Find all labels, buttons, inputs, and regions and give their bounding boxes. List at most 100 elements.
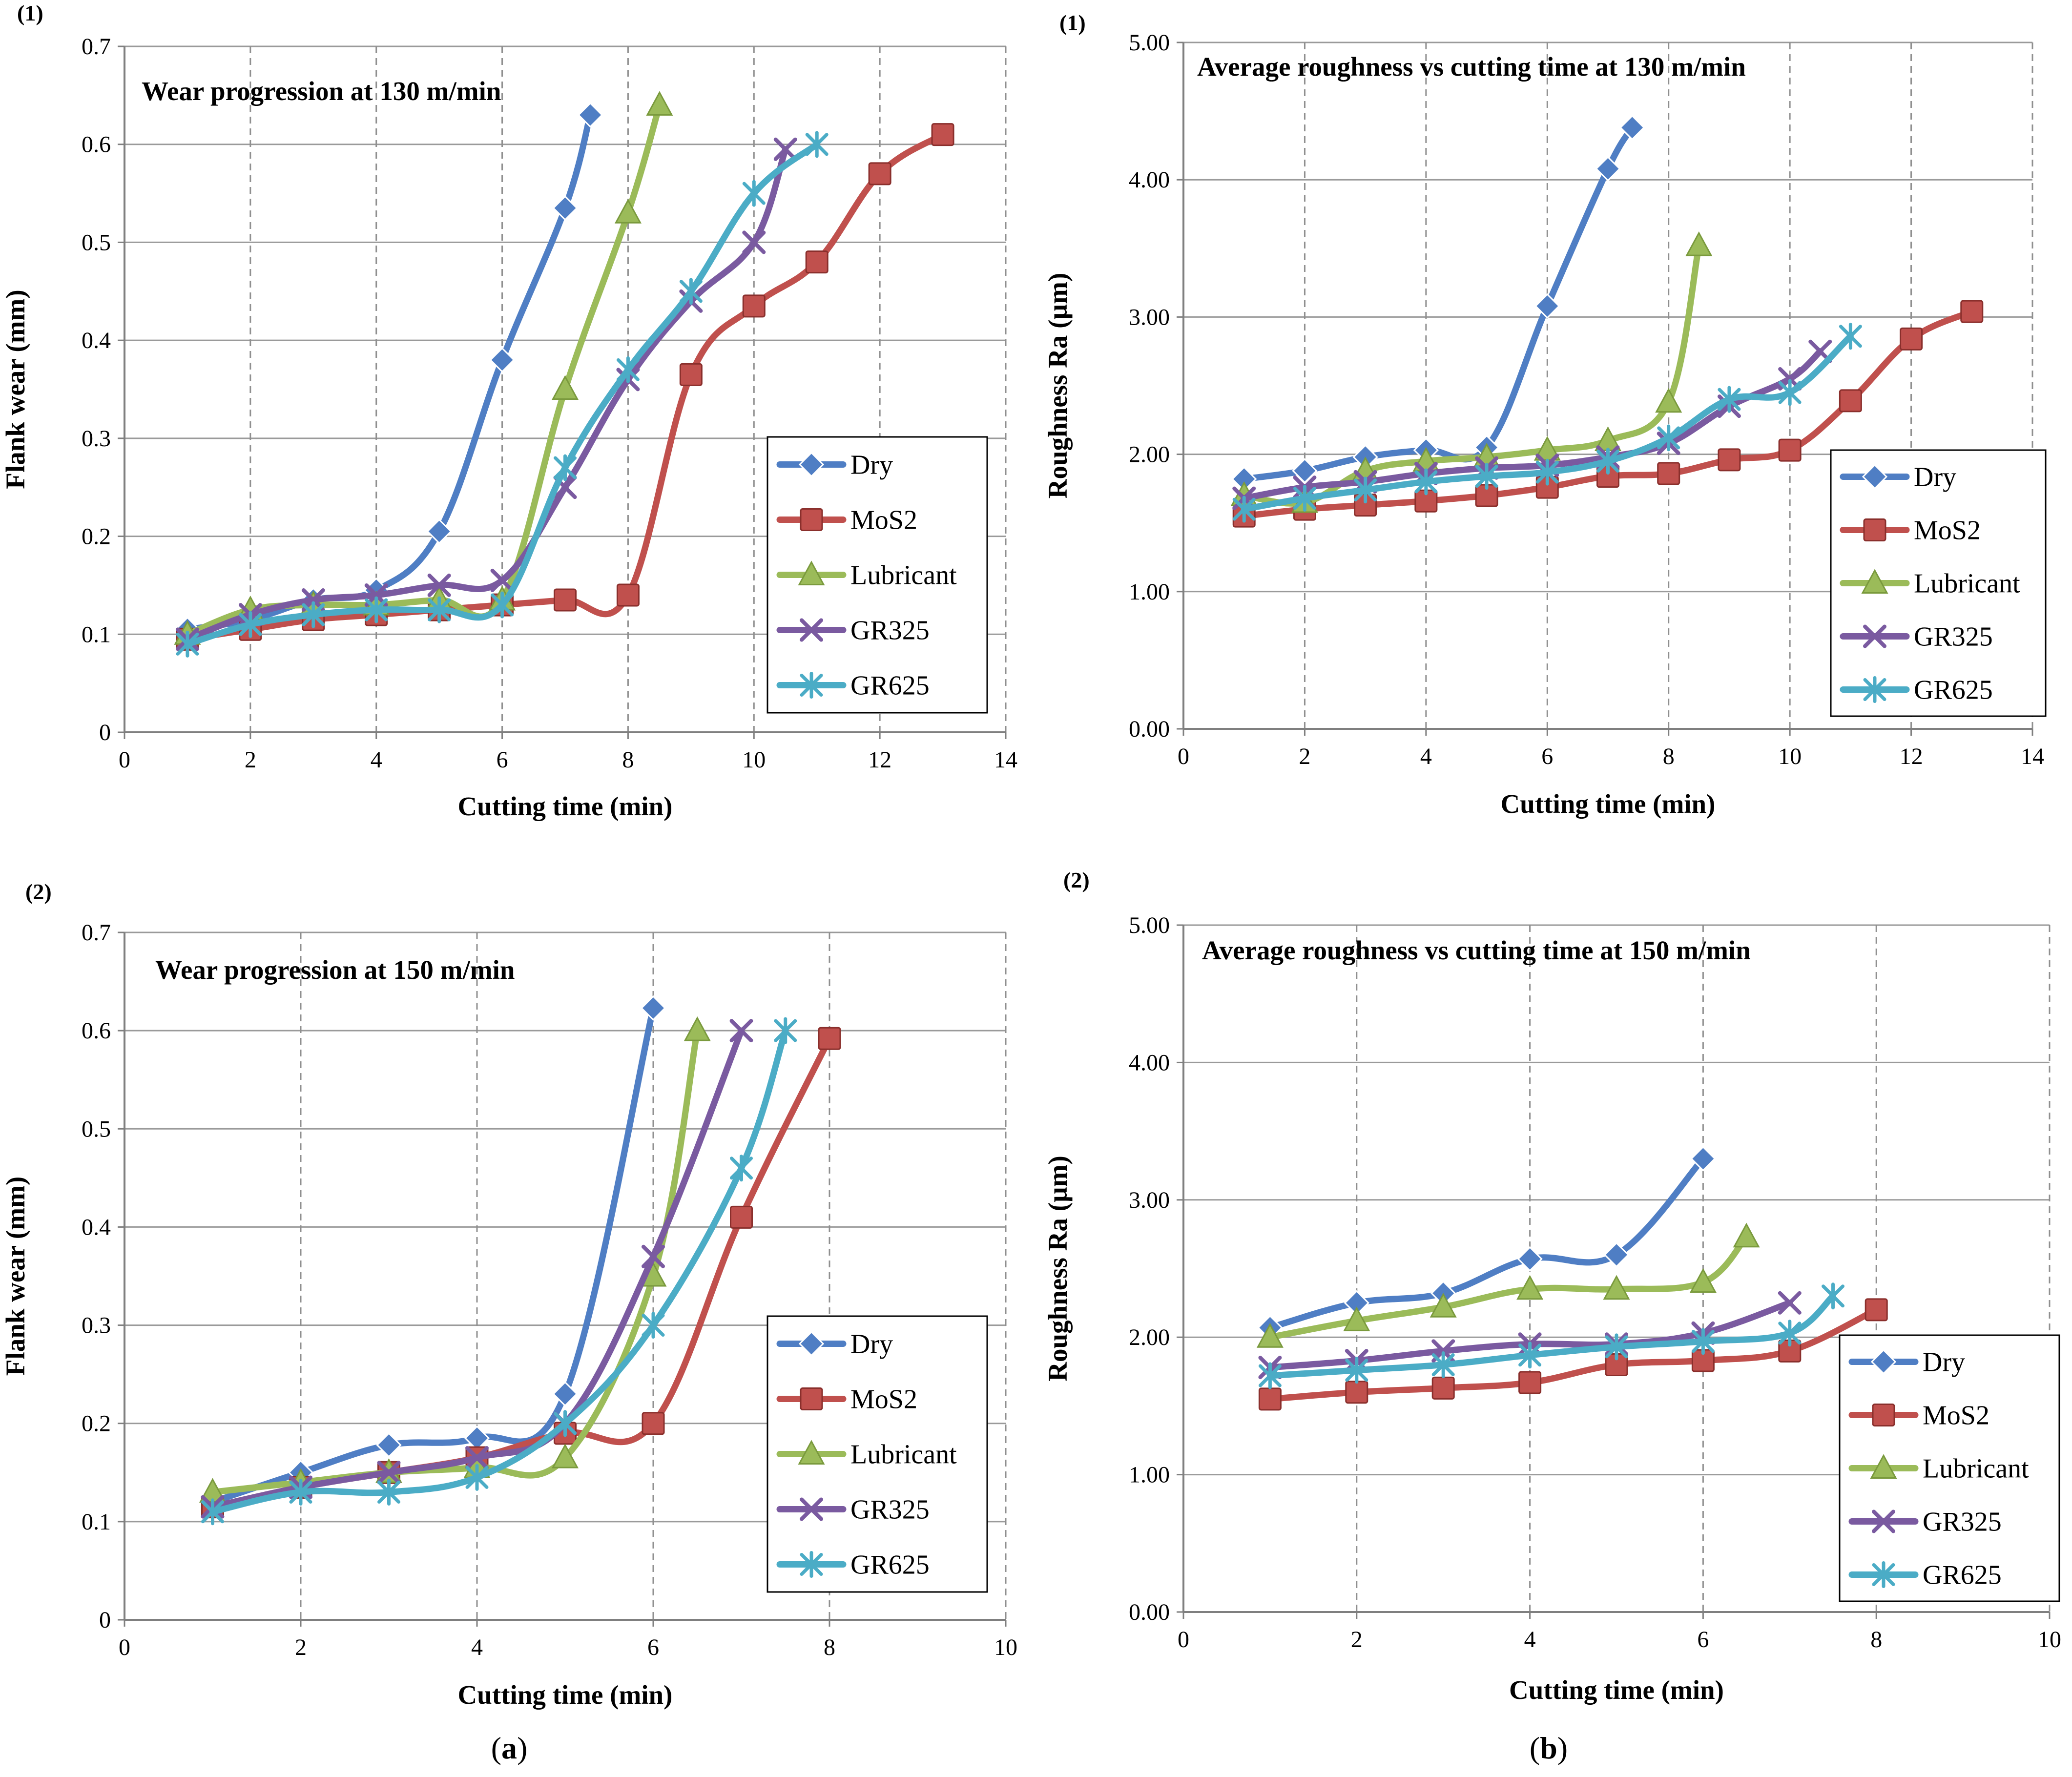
data-point-gr625 (554, 1410, 577, 1437)
data-point-lubricant (1516, 1275, 1544, 1300)
legend-item-lubricant: Lubricant (1848, 1454, 2029, 1484)
y-tick-label: 0.3 (82, 426, 111, 452)
x-tick-label: 12 (868, 747, 891, 773)
legend-item-gr325: GR325 (776, 616, 930, 646)
legend-item-dry: Dry (776, 450, 893, 480)
data-point-gr625 (1605, 1333, 1628, 1361)
data-point-gr625 (1258, 1362, 1282, 1389)
x-tick-label: 6 (497, 747, 508, 773)
x-tick-label: 14 (994, 747, 1017, 773)
data-point-gr625 (289, 1479, 312, 1506)
data-point-dry (577, 102, 603, 128)
x-tick-label: 14 (2021, 744, 2044, 769)
data-point-gr625 (377, 1479, 400, 1506)
data-point-gr625 (1232, 496, 1256, 523)
y-tick-label: 0 (99, 1607, 111, 1633)
legend-item-mos2: MoS2 (1840, 516, 1981, 546)
x-tick-label: 0 (1178, 744, 1189, 769)
x-tick-label: 8 (824, 1634, 835, 1660)
legend-item-mos2: MoS2 (1848, 1401, 1989, 1431)
data-point-mos2 (642, 1412, 665, 1435)
data-point-gr625 (1657, 424, 1680, 452)
data-point-gr625 (1345, 1357, 1368, 1384)
data-point-mos2 (1258, 1387, 1282, 1411)
data-point-mos2 (1865, 1298, 1888, 1322)
data-point-gr625 (616, 356, 640, 383)
data-point-lubricant (1603, 1275, 1630, 1300)
series-lubricant (1256, 1222, 1760, 1348)
y-tick-label: 5.00 (1129, 30, 1170, 56)
data-point-gr625 (491, 591, 514, 619)
y-tick-label: 0.2 (82, 1411, 111, 1437)
legend-label: Dry (1923, 1347, 1965, 1378)
y-tick-label: 0.4 (82, 1214, 111, 1240)
data-point-dry (552, 195, 578, 221)
chart-roughness-150: 0.00 1.00 2.00 3.00 4.00 5.00 0 2 4 6 8 10 Cutting t… (1043, 868, 2061, 1705)
data-point-gr625 (679, 278, 703, 305)
data-point-dry (1619, 115, 1645, 141)
legend-label: GR325 (850, 1495, 930, 1525)
data-point-gr625 (1518, 1342, 1542, 1369)
x-tick-label: 10 (994, 1634, 1017, 1660)
x-axis-title: Cutting time (min) (458, 791, 673, 821)
y-tick-label: 1.00 (1129, 579, 1170, 605)
legend-marker (1870, 1454, 1897, 1479)
y-axis-title: Flank wear (mm) (0, 1177, 30, 1376)
x-axis-title: Cutting time (min) (458, 1680, 673, 1710)
data-point-mos2 (742, 294, 766, 318)
legend-item-lubricant: Lubricant (776, 1440, 957, 1470)
data-point-dry (640, 995, 666, 1021)
series-dry (1231, 115, 1645, 492)
data-point-mos2 (1778, 438, 1802, 462)
y-axis-title: Flank wear (mm) (0, 289, 30, 489)
x-tick-label: 2 (1351, 1627, 1363, 1653)
legend-label: GR625 (1914, 675, 1993, 705)
data-point-gr625 (642, 1312, 665, 1339)
data-point-mos2 (1839, 389, 1862, 413)
legend-label: GR325 (1914, 622, 1993, 652)
legend-item-gr325: GR325 (1848, 1507, 2002, 1537)
data-point-dry (489, 347, 515, 373)
data-point-gr625 (1475, 463, 1498, 490)
series-gr625 (201, 1017, 797, 1526)
legend-marker (1872, 1509, 1895, 1533)
data-point-gr625 (1414, 468, 1438, 496)
y-tick-label: 2.00 (1129, 1324, 1170, 1350)
data-point-mos2 (1718, 448, 1741, 472)
legend-label: GR325 (850, 616, 930, 646)
legend-marker (800, 508, 823, 531)
legend-marker (800, 672, 823, 699)
data-point-gr625 (1778, 1320, 1802, 1347)
data-point-mos2 (730, 1205, 753, 1229)
data-point-lubricant (1256, 1323, 1284, 1348)
legend-item-dry: Dry (1840, 462, 1956, 493)
x-tick-label: 0 (1178, 1627, 1189, 1653)
data-point-gr325 (729, 1019, 753, 1043)
data-point-mos2 (1657, 462, 1680, 485)
y-tick-label: 0.1 (82, 1509, 111, 1535)
legend-label: MoS2 (850, 505, 917, 536)
y-tick-label: 1.00 (1129, 1462, 1170, 1488)
data-point-dry (552, 1381, 578, 1407)
chart-title: Average roughness vs cutting time at 130… (1197, 52, 1746, 82)
data-point-gr325 (427, 573, 451, 597)
y-tick-label: 0.2 (82, 524, 111, 550)
data-point-mos2 (931, 123, 954, 146)
grid (124, 931, 1007, 1620)
y-tick-label: 3.00 (1129, 304, 1170, 330)
legend-item-gr325: GR325 (1840, 622, 1993, 652)
data-point-gr625 (1596, 448, 1619, 475)
data-point-gr625 (774, 1017, 797, 1044)
legend-item-dry: Dry (1848, 1347, 1965, 1378)
data-point-gr625 (1535, 458, 1559, 486)
legend-marker (1872, 1404, 1895, 1426)
data-point-gr625 (465, 1464, 489, 1491)
data-point-lubricant (614, 199, 642, 224)
legend-marker (1861, 569, 1888, 594)
data-point-mos2 (1900, 327, 1923, 351)
data-point-gr625 (554, 454, 577, 481)
legend-label: GR625 (850, 1550, 930, 1580)
y-tick-label: 0.4 (82, 328, 111, 353)
x-axis-title: Cutting time (min) (1501, 789, 1716, 819)
legend-label: Lubricant (1923, 1454, 2029, 1484)
